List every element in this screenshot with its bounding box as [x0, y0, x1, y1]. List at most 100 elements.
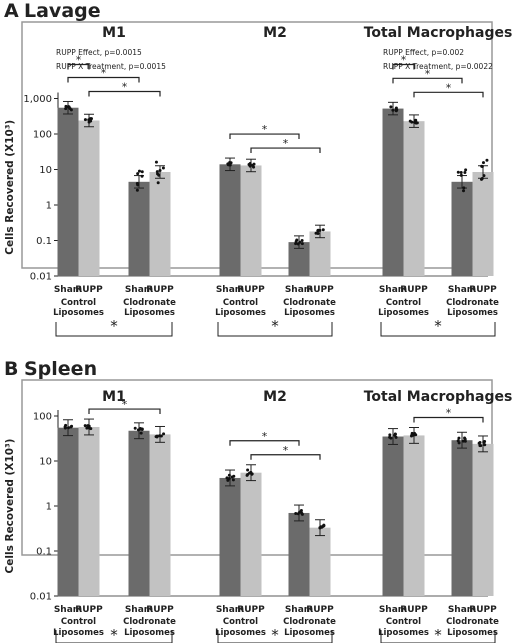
group-title: M2 — [263, 389, 287, 405]
data-point — [482, 440, 486, 444]
data-point — [140, 428, 144, 432]
data-point — [70, 424, 74, 428]
y-tick-label: 0.1 — [36, 236, 52, 247]
data-point — [391, 108, 395, 112]
x-tick-label: Sham — [54, 605, 82, 615]
treatment-label: Control — [61, 617, 96, 627]
x-tick-label: RUPP — [237, 285, 265, 295]
x-tick-label: Sham — [448, 605, 476, 615]
treatment-label: Control — [223, 617, 258, 627]
x-tick-label: RUPP — [400, 285, 428, 295]
significance-bracket — [413, 416, 484, 423]
data-point — [300, 238, 304, 242]
bar — [288, 242, 310, 276]
interaction-bracket — [217, 322, 333, 337]
significance-bracket — [392, 63, 415, 70]
data-point — [162, 432, 166, 436]
bar — [309, 231, 331, 276]
data-point — [155, 434, 159, 438]
group-title: Total Macrophages — [364, 389, 513, 405]
data-point — [139, 431, 143, 435]
treatment-label: Liposomes — [53, 628, 104, 638]
data-point — [248, 164, 252, 168]
y-axis-label: Cells Recovered (X10³) — [4, 120, 16, 255]
x-tick-label: Sham — [216, 285, 244, 295]
data-point — [66, 426, 70, 430]
bar — [472, 443, 494, 596]
data-point — [456, 439, 460, 443]
bar — [240, 165, 262, 276]
panel-letter: B — [4, 358, 18, 380]
data-point — [87, 120, 91, 124]
significance-star: * — [262, 123, 268, 136]
data-point — [83, 424, 87, 428]
data-point — [415, 121, 419, 125]
data-point — [135, 188, 139, 192]
treatment-label: Clodronate — [283, 617, 336, 627]
data-point — [226, 478, 230, 482]
data-point — [248, 471, 252, 475]
significance-star: * — [425, 67, 431, 80]
panel-title: Lavage — [24, 0, 101, 22]
data-point — [85, 426, 89, 430]
treatment-label: Control — [386, 617, 421, 627]
y-tick-label: 0.01 — [30, 592, 52, 603]
treatment-label: Clodronate — [123, 298, 176, 308]
data-point — [140, 170, 144, 174]
data-point — [64, 107, 68, 111]
bar — [309, 527, 331, 596]
data-point — [482, 174, 486, 178]
x-tick-label: Sham — [125, 285, 153, 295]
bar — [219, 164, 241, 276]
data-point — [225, 476, 229, 480]
treatment-label: Liposomes — [215, 628, 266, 638]
data-point — [483, 443, 487, 447]
data-point — [137, 169, 141, 173]
interaction-star: * — [271, 626, 279, 643]
significance-star: * — [446, 407, 452, 420]
significance-bracket — [229, 133, 300, 140]
treatment-label: Liposomes — [215, 308, 266, 318]
data-point — [321, 228, 325, 232]
data-point — [245, 473, 249, 477]
data-point — [83, 118, 87, 122]
significance-bracket — [250, 147, 321, 154]
panel-lavage: A Lavage 0.01 0.1 1 10 100 1,000 Cells Recovered… — [4, 0, 512, 337]
x-tick-label: RUPP — [146, 285, 174, 295]
treatment-label: Control — [61, 298, 96, 308]
treatment-label: Control — [386, 298, 421, 308]
x-tick-label: RUPP — [469, 285, 497, 295]
significance-bracket — [392, 77, 463, 84]
significance-bracket — [67, 63, 90, 70]
data-point — [457, 436, 461, 440]
data-point — [480, 165, 484, 169]
data-point — [388, 433, 392, 437]
x-tick-label: Sham — [285, 605, 313, 615]
data-point — [463, 437, 467, 441]
data-point — [456, 170, 460, 174]
bar — [288, 512, 310, 596]
data-point — [459, 171, 463, 175]
panel-letter: A — [4, 0, 19, 22]
significance-bracket — [88, 408, 161, 415]
interaction-bracket — [55, 322, 173, 337]
data-point — [231, 478, 235, 482]
data-point — [88, 118, 92, 122]
group-title: M1 — [102, 389, 126, 405]
significance-bracket — [413, 91, 484, 98]
data-point — [316, 229, 320, 233]
y-tick-label: 10 — [39, 457, 52, 468]
stat-annotation: RUPP X Treatment, p=0.0015 — [56, 62, 166, 71]
x-tick-label: RUPP — [469, 605, 497, 615]
data-point — [64, 104, 68, 108]
treatment-label: Control — [223, 298, 258, 308]
data-point — [89, 427, 93, 431]
data-point — [463, 170, 467, 174]
x-tick-label: RUPP — [400, 605, 428, 615]
treatment-label: Liposomes — [53, 308, 104, 318]
data-point — [246, 468, 250, 472]
data-point — [462, 189, 466, 193]
significance-star: * — [262, 430, 268, 443]
